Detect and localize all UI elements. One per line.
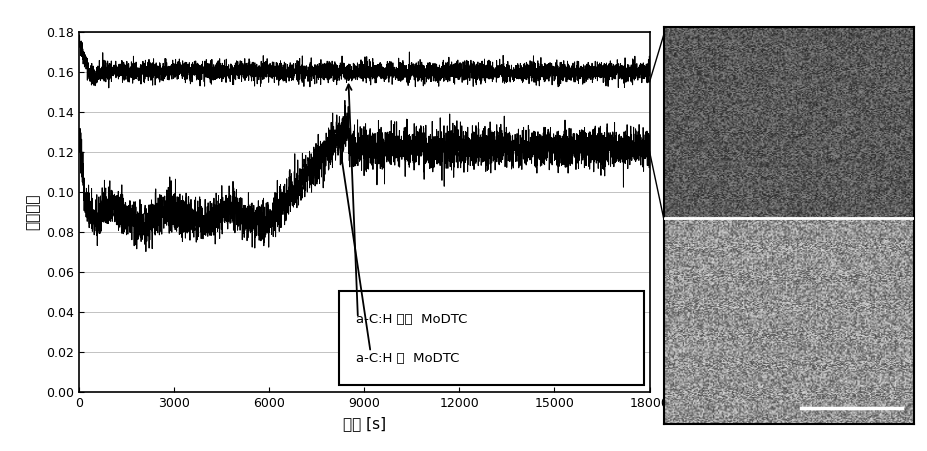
FancyBboxPatch shape xyxy=(338,291,643,385)
Text: a-C:H 不含  MoDTC: a-C:H 不含 MoDTC xyxy=(355,313,466,326)
Text: a-C:H 含  MoDTC: a-C:H 含 MoDTC xyxy=(355,352,459,365)
Y-axis label: 摩擦系数: 摩擦系数 xyxy=(25,194,41,230)
X-axis label: 时间 [s]: 时间 [s] xyxy=(342,416,386,431)
